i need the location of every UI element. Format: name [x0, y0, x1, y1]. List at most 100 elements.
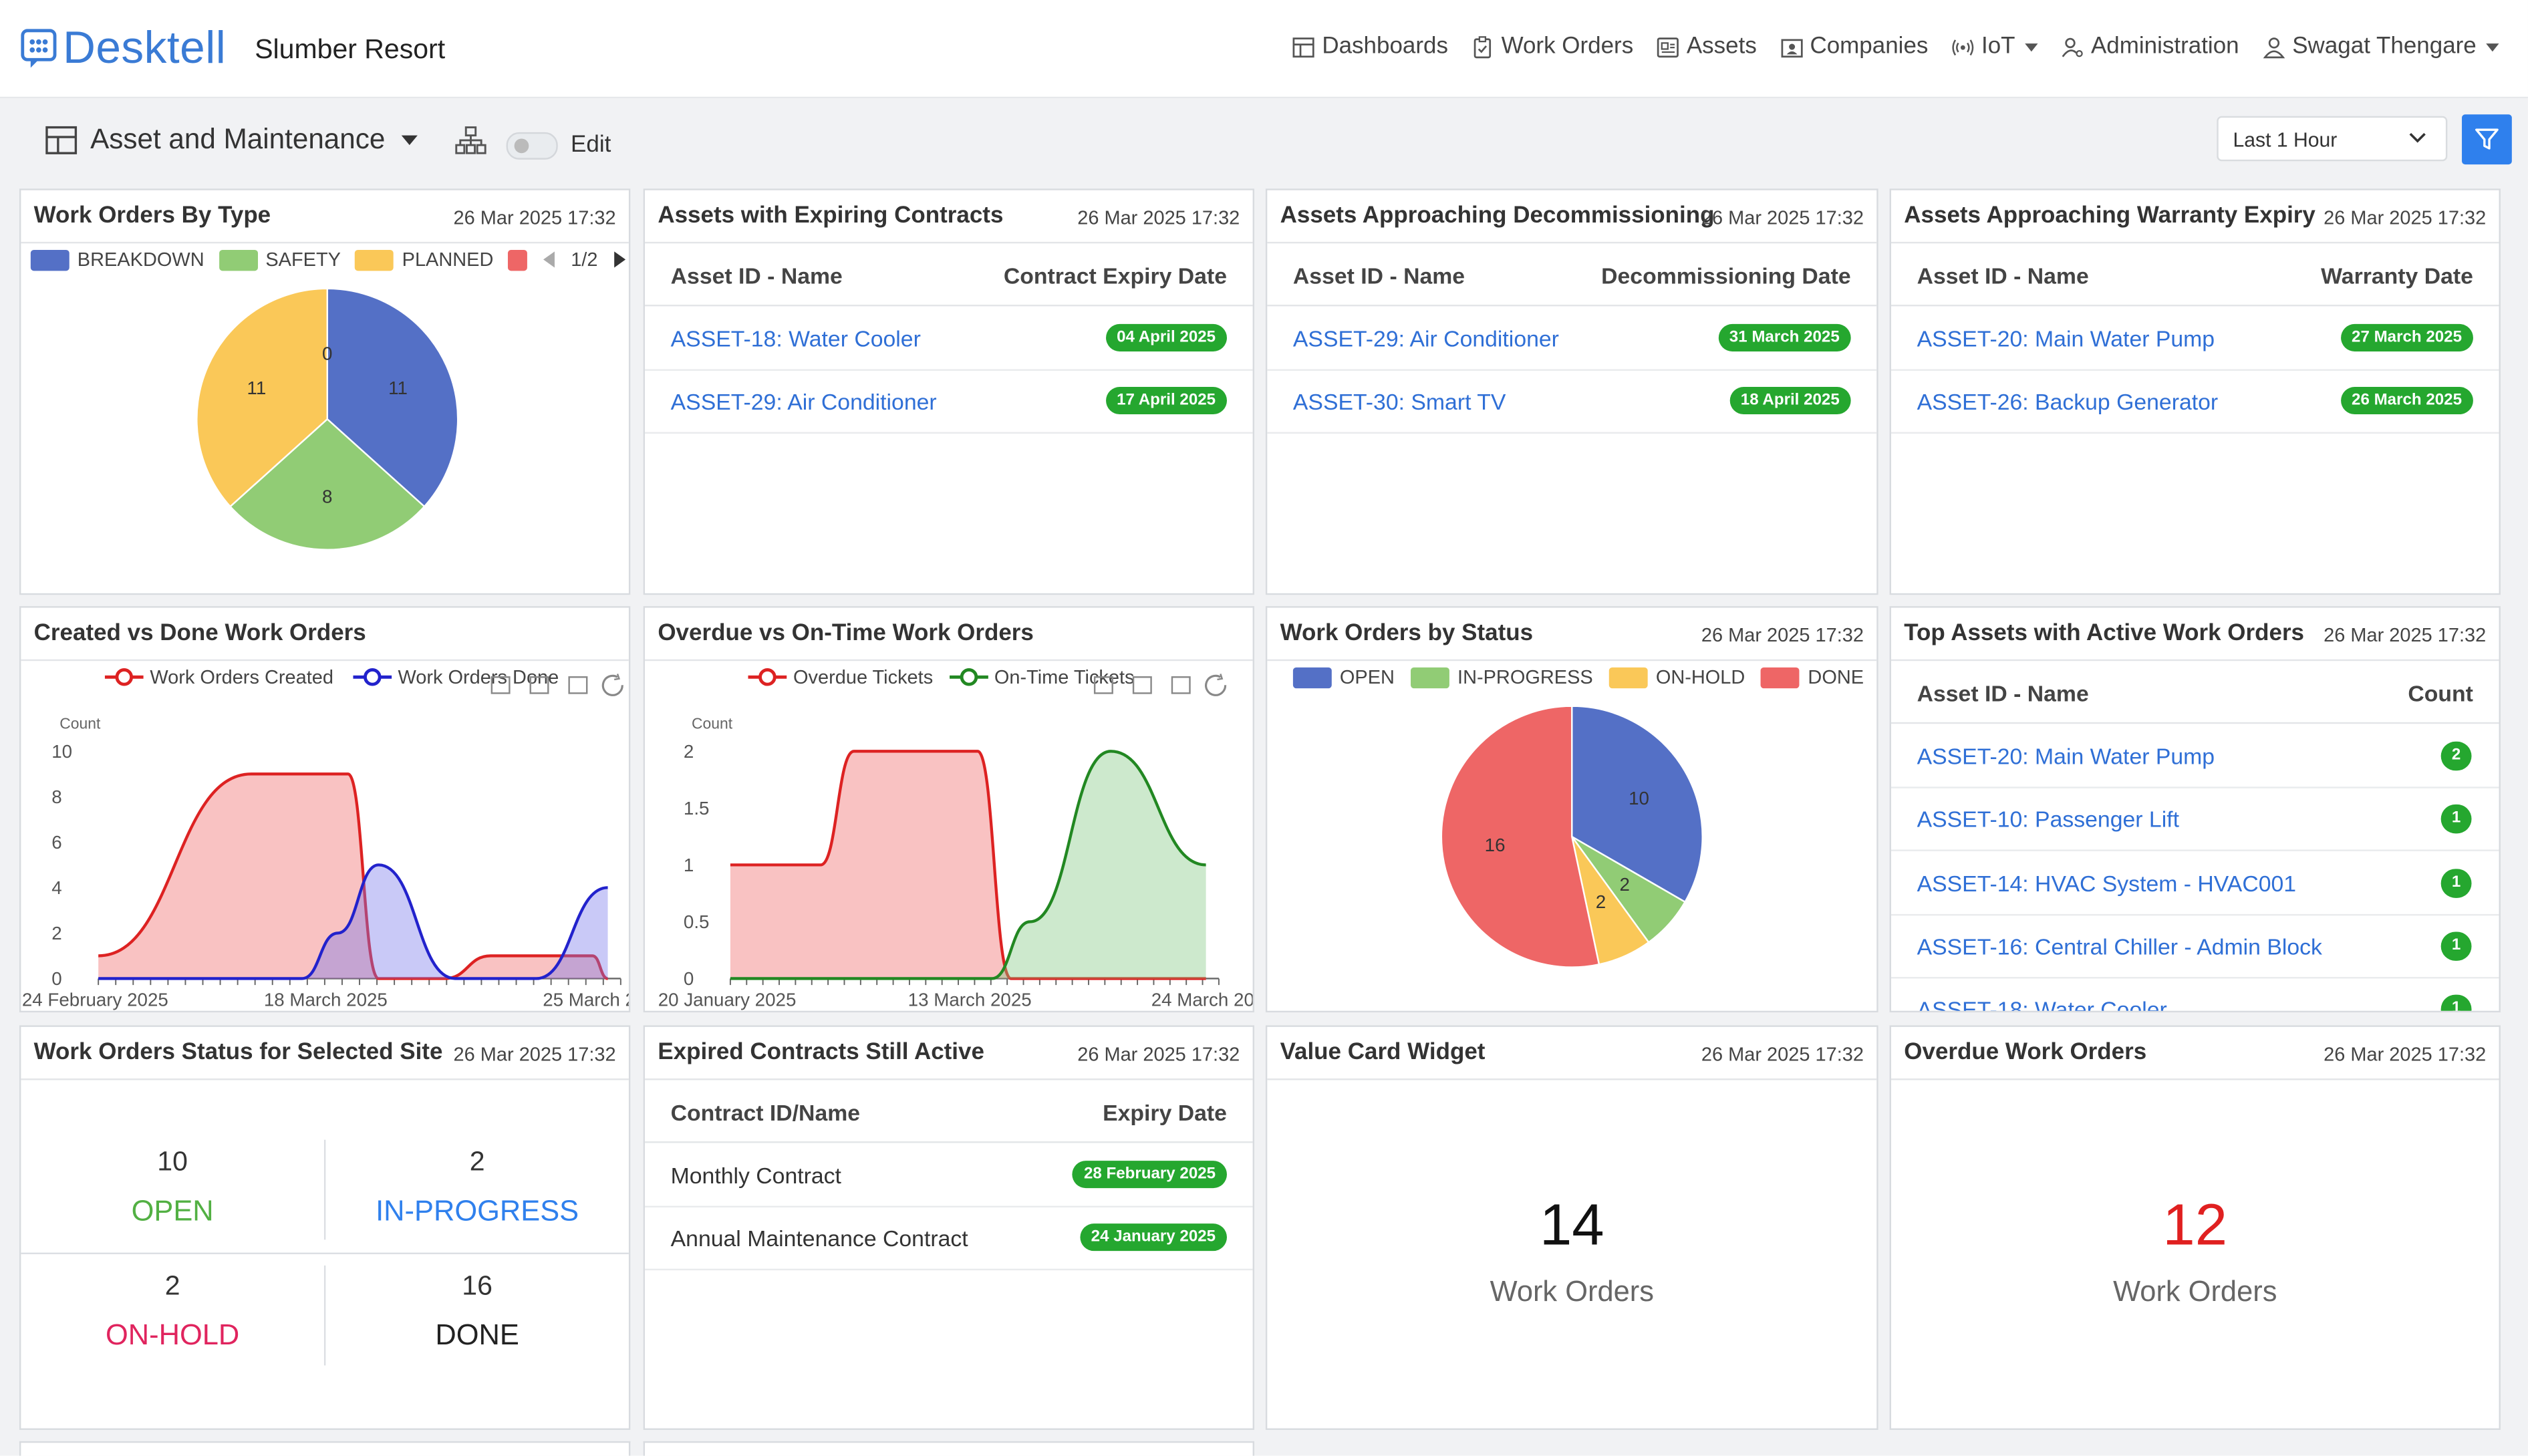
chevron-down-icon: [401, 134, 418, 144]
column-header[interactable]: Asset ID - Name: [1917, 680, 2089, 706]
status-label: DONE: [435, 1318, 519, 1351]
restore-icon[interactable]: [568, 676, 588, 694]
widget-title: Overdue vs On-Time Work Orders: [658, 620, 1034, 647]
edit-toggle[interactable]: [506, 132, 558, 160]
zoom-icon[interactable]: [490, 676, 511, 694]
widget-top-assets: Top Assets with Active Work Orders 26 Ma…: [1889, 606, 2501, 1013]
status-cell-done[interactable]: 16 DONE: [327, 1270, 627, 1352]
widget-timestamp: 26 Mar 2025 17:32: [453, 206, 616, 229]
refresh-icon[interactable]: [1205, 674, 1227, 696]
legend-item-other[interactable]: [508, 249, 528, 271]
nav-administration[interactable]: Administration: [2060, 34, 2239, 59]
y-tick-label: 0: [51, 968, 61, 989]
legend-item-on-hold[interactable]: ON-HOLD: [1608, 666, 1745, 688]
column-header[interactable]: Count: [2408, 680, 2473, 706]
nav-iot[interactable]: IoT: [1951, 34, 2038, 59]
pie-chart-work-orders-by-type: 11 8 11 0: [196, 287, 459, 551]
table-header: Asset ID - Name Count: [1890, 660, 2499, 724]
pie-value-label: 10: [1629, 788, 1649, 809]
time-range-select[interactable]: Last 1 Hour: [2217, 116, 2448, 162]
series-line-0[interactable]: [730, 750, 1206, 980]
legend-item-done[interactable]: DONE: [1761, 666, 1864, 688]
table-header: Asset ID - Name Warranty Date: [1890, 242, 2499, 307]
legend-next-icon[interactable]: [612, 250, 627, 269]
column-header[interactable]: Asset ID - Name: [670, 263, 843, 289]
widget-overdue-work-orders: Overdue Work Orders 26 Mar 2025 17:32 12…: [1889, 1025, 2501, 1430]
filter-button[interactable]: [2462, 114, 2512, 165]
zoom-reset-icon[interactable]: [1132, 676, 1152, 694]
nav-companies[interactable]: Companies: [1780, 34, 1928, 59]
asset-link[interactable]: ASSET-29: Air Conditioner: [1292, 325, 1559, 351]
widget-header: Work Orders by Status 26 Mar 2025 17:32: [1267, 608, 1877, 662]
asset-link[interactable]: ASSET-18: Water Cooler: [670, 325, 921, 351]
nav-assets[interactable]: Assets: [1656, 34, 1757, 59]
pie-slice-open[interactable]: [1571, 705, 1703, 903]
pie-slice-planned[interactable]: [196, 287, 328, 508]
asset-link[interactable]: ASSET-30: Smart TV: [1292, 388, 1506, 415]
nav-dashboards[interactable]: Dashboards: [1291, 33, 1448, 60]
user-name: Swagat Thengare: [2292, 33, 2477, 60]
zoom-icon[interactable]: [1093, 676, 1113, 694]
dashboard-selector[interactable]: Asset and Maintenance: [45, 122, 418, 156]
top-navbar: Desktell Slumber Resort Dashboards Work …: [0, 0, 2528, 99]
site-name: Slumber Resort: [255, 33, 446, 65]
pie-value-label: 2: [1619, 874, 1629, 895]
legend-item-breakdown[interactable]: BREAKDOWN: [30, 249, 204, 271]
asset-link[interactable]: ASSET-26: Backup Generator: [1917, 388, 2219, 415]
legend-item-safety[interactable]: SAFETY: [219, 249, 341, 271]
asset-link[interactable]: ASSET-18: Water Cooler: [1917, 996, 2167, 1013]
status-count: 2: [164, 1270, 180, 1301]
legend-item-open[interactable]: OPEN: [1292, 666, 1395, 688]
column-header[interactable]: Asset ID - Name: [1292, 263, 1465, 289]
asset-icon: [1657, 37, 1679, 57]
series-line-1[interactable]: [98, 863, 608, 980]
series-line-1[interactable]: [730, 750, 1206, 980]
column-header[interactable]: Contract Expiry Date: [1003, 263, 1227, 289]
legend-item-overdue[interactable]: Overdue Tickets: [748, 666, 933, 688]
asset-link[interactable]: ASSET-20: Main Water Pump: [1917, 743, 2215, 769]
column-header[interactable]: Warranty Date: [2321, 263, 2473, 289]
column-header[interactable]: Expiry Date: [1103, 1099, 1227, 1125]
hierarchy-icon[interactable]: [454, 126, 486, 154]
widget-title: Overdue Work Orders: [1904, 1040, 2147, 1066]
date-badge: 24 January 2025: [1079, 1223, 1227, 1252]
asset-link[interactable]: ASSET-10: Passenger Lift: [1917, 806, 2179, 832]
status-cell-in-progress[interactable]: 2 IN-PROGRESS: [327, 1146, 627, 1228]
status-cell-open[interactable]: 10 OPEN: [23, 1146, 323, 1228]
table-header: Asset ID - Name Decommissioning Date: [1267, 242, 1877, 307]
x-tick-label: 20 January 2025: [658, 989, 797, 1010]
restore-icon[interactable]: [1171, 676, 1191, 694]
legend-prev-icon[interactable]: [542, 250, 557, 269]
nav-work-orders[interactable]: Work Orders: [1471, 34, 1633, 59]
asset-link[interactable]: ASSET-14: HVAC System - HVAC001: [1917, 870, 2297, 897]
refresh-icon[interactable]: [601, 674, 623, 696]
zoom-reset-icon[interactable]: [529, 676, 549, 694]
series-line-0[interactable]: [98, 772, 609, 980]
nav-user-menu[interactable]: Swagat Thengare: [2261, 33, 2499, 60]
y-tick-label: 10: [51, 741, 72, 762]
column-header[interactable]: Asset ID - Name: [1917, 263, 2089, 289]
brand-logo[interactable]: Desktell: [19, 23, 226, 74]
asset-link[interactable]: ASSET-16: Central Chiller - Admin Block: [1917, 933, 2322, 960]
legend-pager: 1/2: [571, 248, 598, 271]
legend-item-in-progress[interactable]: IN-PROGRESS: [1411, 666, 1593, 688]
legend-item-planned[interactable]: PLANNED: [355, 249, 493, 271]
y-tick-label: 2: [684, 741, 694, 762]
pie-value-label: 11: [388, 378, 408, 398]
asset-link[interactable]: ASSET-20: Main Water Pump: [1917, 325, 2215, 351]
asset-link[interactable]: ASSET-29: Air Conditioner: [670, 388, 937, 415]
legend-item-created[interactable]: Work Orders Created: [104, 666, 333, 688]
y-tick-label: 4: [51, 877, 61, 898]
widget-title: Expired Contracts Still Active: [658, 1040, 984, 1066]
table-row: ASSET-20: Main Water Pump 27 March 2025: [1890, 306, 2499, 371]
pie-slice-breakdown[interactable]: [326, 287, 459, 508]
pie-slice-safety[interactable]: [229, 418, 426, 551]
status-label: IN-PROGRESS: [376, 1194, 579, 1227]
column-header[interactable]: Contract ID/Name: [670, 1099, 861, 1125]
pie-slice-done[interactable]: [1440, 705, 1600, 968]
column-header[interactable]: Decommissioning Date: [1601, 263, 1851, 289]
status-cell-on-hold[interactable]: 2 ON-HOLD: [23, 1270, 323, 1352]
date-badge: 31 March 2025: [1717, 323, 1851, 351]
nav-dashboards-label: Dashboards: [1322, 33, 1448, 60]
dashboard-icon: [1292, 37, 1314, 57]
